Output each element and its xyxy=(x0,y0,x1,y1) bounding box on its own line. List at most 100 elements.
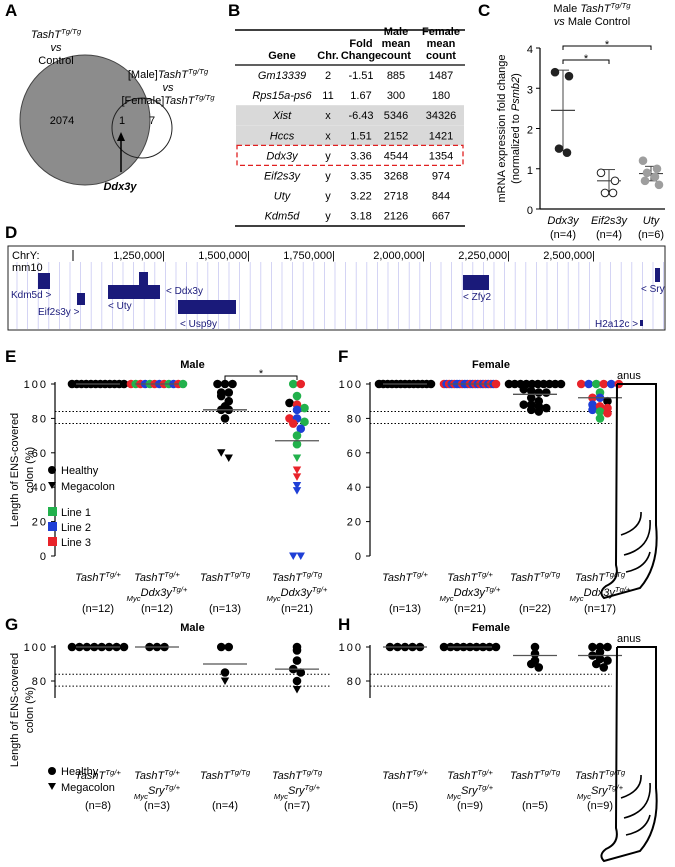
y-tick-label: 20 xyxy=(347,517,363,529)
n-label: (n=4) xyxy=(550,229,576,241)
data-point xyxy=(606,379,616,389)
row-highlight xyxy=(236,144,464,167)
table-cell: 3.22 xyxy=(350,191,371,203)
x-tick-label: Ddx3y xyxy=(547,215,580,227)
text-segment: Myc xyxy=(570,594,584,603)
text-segment: Tg/+ xyxy=(304,783,320,792)
legend-label: Megacolon xyxy=(61,481,115,493)
text-segment: Tg/Tg xyxy=(230,570,251,579)
data-point xyxy=(591,379,601,389)
data-point xyxy=(491,379,501,389)
y-axis-label: colon (%) xyxy=(24,687,36,733)
text-segment: Myc xyxy=(577,792,591,801)
n-label: (n=6) xyxy=(638,229,664,241)
text-segment: TashT xyxy=(382,572,413,584)
y-tick-label: 20 xyxy=(32,517,48,529)
table-cell: y xyxy=(325,171,331,183)
n-label: (n=17) xyxy=(584,603,616,615)
venn-callout: Ddx3y xyxy=(103,181,137,193)
table-cell: 3.36 xyxy=(350,150,371,162)
panel-label: B xyxy=(228,1,240,20)
data-point xyxy=(599,379,609,389)
data-point xyxy=(600,188,610,198)
legend-swatch xyxy=(48,507,57,516)
data-point xyxy=(296,668,306,677)
text-segment: TashT xyxy=(31,29,62,41)
data-point xyxy=(603,642,612,652)
text-segment: TashT xyxy=(272,770,303,782)
data-point xyxy=(526,659,536,669)
data-point xyxy=(300,417,309,427)
text-segment: TashT xyxy=(134,770,165,782)
text-segment: Myc xyxy=(440,594,454,603)
gene-model xyxy=(655,268,660,282)
text-segment: Control xyxy=(38,55,73,67)
text-segment: Ddx3y xyxy=(454,587,487,599)
text-segment: Tg/+ xyxy=(477,783,493,792)
text-segment: Sry xyxy=(288,785,306,797)
text-segment: TashT xyxy=(382,770,413,782)
x-tick-label: TashTTg/Tg xyxy=(272,570,323,585)
data-point xyxy=(534,663,544,672)
track-chrom: ChrY: xyxy=(12,250,40,262)
data-point xyxy=(285,398,294,408)
data-point xyxy=(541,388,551,397)
table-header: Fold xyxy=(349,38,372,50)
n-label: (n=12) xyxy=(141,603,173,615)
colon-outline xyxy=(600,383,658,600)
text-segment: [Male] xyxy=(128,69,158,81)
data-point xyxy=(289,552,298,560)
data-point xyxy=(534,407,544,416)
y-tick-label: 80 xyxy=(347,413,363,425)
gene-label: H2a12c > xyxy=(595,319,638,330)
table-cell: 667 xyxy=(432,211,450,223)
y-axis-label: Length of ENS-covered xyxy=(9,653,21,767)
y-axis-label: colon (%) xyxy=(24,447,36,493)
text-segment: Tg/Tg xyxy=(188,67,209,76)
data-point xyxy=(288,419,298,428)
text-segment: TashT xyxy=(447,572,478,584)
text-segment: TashT xyxy=(272,572,303,584)
text-segment: Sry xyxy=(591,785,609,797)
data-point xyxy=(556,379,566,389)
text-segment: Myc xyxy=(274,792,288,801)
text-segment: [Female] xyxy=(121,95,164,107)
row-shade xyxy=(236,125,464,146)
table-cell: Eif2s3y xyxy=(264,171,302,183)
y-tick-label: 40 xyxy=(347,482,363,494)
text-segment: TashT xyxy=(134,572,165,584)
venn-count: 7 xyxy=(149,115,155,127)
legend-swatch xyxy=(48,537,57,546)
annotation: anus xyxy=(617,633,641,645)
text-segment: vs xyxy=(163,82,175,94)
table-cell: 2152 xyxy=(384,130,408,142)
table-header: Gene xyxy=(268,50,296,62)
table-cell: 2718 xyxy=(384,191,408,203)
data-point xyxy=(220,414,230,423)
table-cell: 5346 xyxy=(384,110,408,122)
colon-drawing xyxy=(600,646,658,863)
text-segment: Tg/+ xyxy=(477,768,493,777)
legend-label: Healthy xyxy=(61,766,99,778)
data-point xyxy=(591,659,601,669)
y-tick-label: 2 xyxy=(527,125,533,137)
gene-label: < Ddx3y xyxy=(166,286,203,297)
data-point xyxy=(526,405,536,415)
y-tick-label: 100 xyxy=(339,642,363,654)
table-cell: 1.51 xyxy=(350,130,371,142)
text-segment: TashT xyxy=(447,770,478,782)
legend-symbol xyxy=(48,767,56,775)
x-tick-label: MycDdx3yTg/+ xyxy=(127,585,188,603)
x-tick-label: TashTTg/+ xyxy=(134,570,180,585)
y-tick-label: 100 xyxy=(339,379,363,391)
text-segment: vs xyxy=(554,16,566,28)
row-shade xyxy=(236,105,464,126)
chart-title: Female xyxy=(472,622,510,634)
annotation: anus xyxy=(617,370,641,382)
text-segment: TashT xyxy=(580,3,611,15)
data-point xyxy=(292,439,302,449)
text-segment: Tg/Tg xyxy=(61,27,82,36)
panel-label: G xyxy=(5,615,18,634)
venn-count: 2074 xyxy=(50,115,74,127)
text-segment: Sry xyxy=(461,785,479,797)
